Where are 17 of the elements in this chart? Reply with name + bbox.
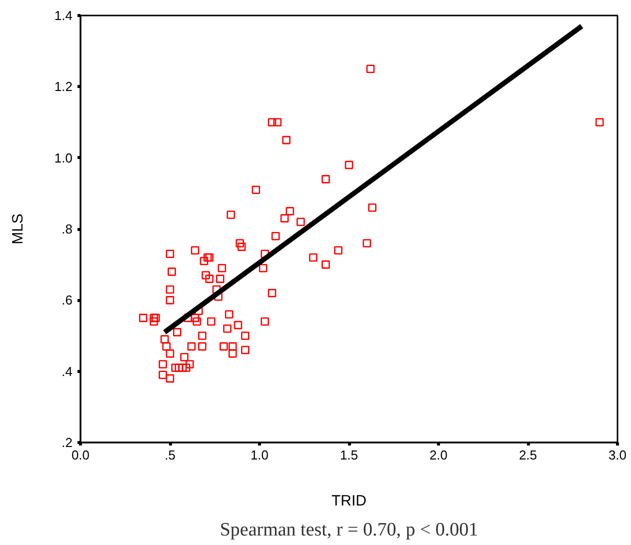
y-axis-title: MLS <box>9 214 26 244</box>
y-tick-label: 1.4 <box>54 8 73 23</box>
x-tick-label: 1.5 <box>340 448 358 462</box>
y-tick-label: .8 <box>62 222 72 236</box>
x-tick-label: .5 <box>164 448 176 462</box>
x-tick-label: 2.0 <box>429 448 448 462</box>
x-tick-label: 0.0 <box>71 448 90 462</box>
x-tick-label: 1.0 <box>250 448 269 462</box>
x-axis-title: TRID <box>332 492 367 510</box>
y-tick-label: 1.2 <box>54 79 73 94</box>
y-tick-label: .6 <box>62 292 72 308</box>
y-tick-label: .4 <box>62 364 72 379</box>
x-tick-label: 3.0 <box>608 448 627 462</box>
text: Spearman test, r = 0.70, p < 0.001 <box>220 520 478 540</box>
x-tick-label: 2.5 <box>518 448 538 462</box>
y-tick-label: 1.0 <box>54 150 73 166</box>
y-tick-label: .2 <box>62 435 72 450</box>
